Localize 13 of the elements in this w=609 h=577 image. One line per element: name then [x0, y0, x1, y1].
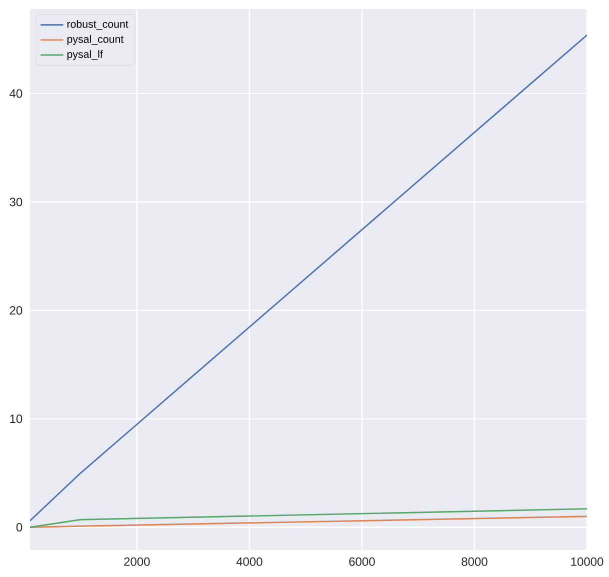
x-tick-label: 6000 — [349, 557, 375, 566]
legend-label: pysal_lf — [67, 50, 103, 60]
y-tick-label: 0 — [16, 522, 22, 532]
y-tick-label: 20 — [10, 306, 22, 315]
x-tick-label: 2000 — [124, 557, 150, 566]
legend-label: pysal_count — [67, 35, 124, 46]
y-tick-label: 40 — [10, 89, 22, 98]
x-tick-label: 8000 — [462, 557, 488, 566]
x-tick-label: 10000 — [571, 557, 604, 566]
legend-label: robust_count — [67, 20, 128, 30]
y-tick-label: 30 — [10, 198, 22, 206]
y-tick-label: 10 — [10, 414, 22, 424]
x-tick-label: 4000 — [236, 557, 262, 566]
